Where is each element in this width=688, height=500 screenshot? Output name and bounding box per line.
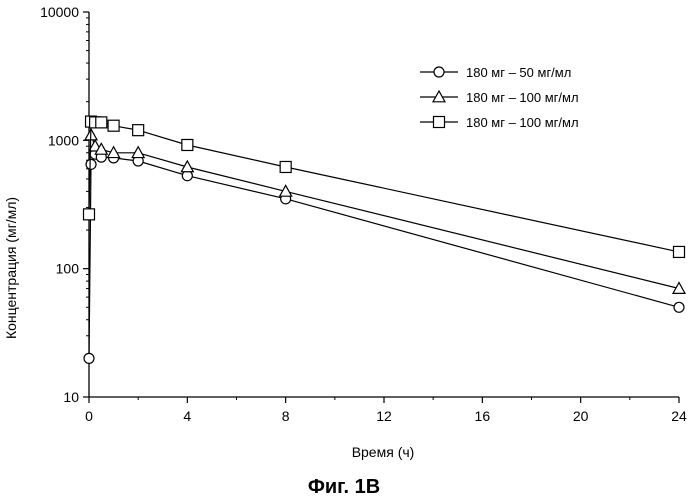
- axes: 10 100 1000 10000 0 4 8 12 16 20 24: [40, 4, 687, 424]
- x-tick-label: 16: [475, 408, 491, 424]
- x-axis-label: Время (ч): [352, 444, 415, 460]
- legend: 180 мг – 50 мг/мл 180 мг – 100 мг/мл 180 м…: [420, 65, 579, 130]
- y-tick-label: 1000: [48, 132, 79, 148]
- legend-entry: 180 мг – 100 мг/мл: [420, 115, 579, 130]
- series-line: [88, 120, 680, 253]
- x-tick-label: 20: [573, 408, 589, 424]
- series-circle: [83, 148, 685, 364]
- x-tick-label: 8: [282, 408, 290, 424]
- data-point-triangle: [106, 145, 121, 159]
- data-point-triangle: [131, 145, 146, 159]
- data-point-square: [132, 124, 145, 137]
- series-triangle: [84, 127, 687, 294]
- data-point-square: [107, 119, 120, 132]
- data-point-circle: [83, 352, 95, 364]
- legend-label: 180 мг – 50 мг/мл: [466, 65, 571, 80]
- data-point-triangle: [94, 142, 109, 155]
- x-tick-label: 12: [376, 408, 392, 424]
- series-line: [90, 134, 680, 290]
- data-point-circle: [673, 301, 685, 313]
- legend-label: 180 мг – 100 мг/мл: [466, 115, 579, 130]
- data-point-square: [82, 208, 96, 221]
- data-point-square: [95, 116, 108, 129]
- legend-label: 180 мг – 100 мг/мл: [466, 90, 579, 105]
- data-point-triangle: [180, 159, 195, 173]
- legend-marker-triangle: [431, 89, 447, 103]
- series-square: [82, 115, 686, 259]
- legend-entry: 180 мг – 100 мг/мл: [420, 89, 579, 105]
- legend-marker-square: [432, 115, 446, 129]
- legend-marker-circle: [433, 66, 445, 78]
- data-point-triangle: [278, 184, 293, 197]
- x-tick-label: 24: [671, 408, 687, 424]
- data-point-square: [279, 160, 292, 174]
- data-point-circle: [85, 158, 97, 170]
- data-point-triangle: [671, 281, 687, 294]
- legend-entry: 180 мг – 50 мг/мл: [420, 65, 571, 80]
- data-point-square: [672, 245, 686, 259]
- x-tick-label: 4: [183, 408, 191, 424]
- series-line: [88, 153, 680, 359]
- y-axis-label: Концентрация (мг/мл): [3, 197, 19, 339]
- series-layer: [82, 115, 687, 364]
- figure-caption: Фиг. 1В: [308, 476, 380, 498]
- y-tick-label: 10000: [40, 4, 79, 20]
- data-point-square: [181, 138, 194, 152]
- y-tick-label: 10: [63, 389, 79, 405]
- x-tick-label: 0: [85, 408, 93, 424]
- y-tick-label: 100: [56, 261, 80, 277]
